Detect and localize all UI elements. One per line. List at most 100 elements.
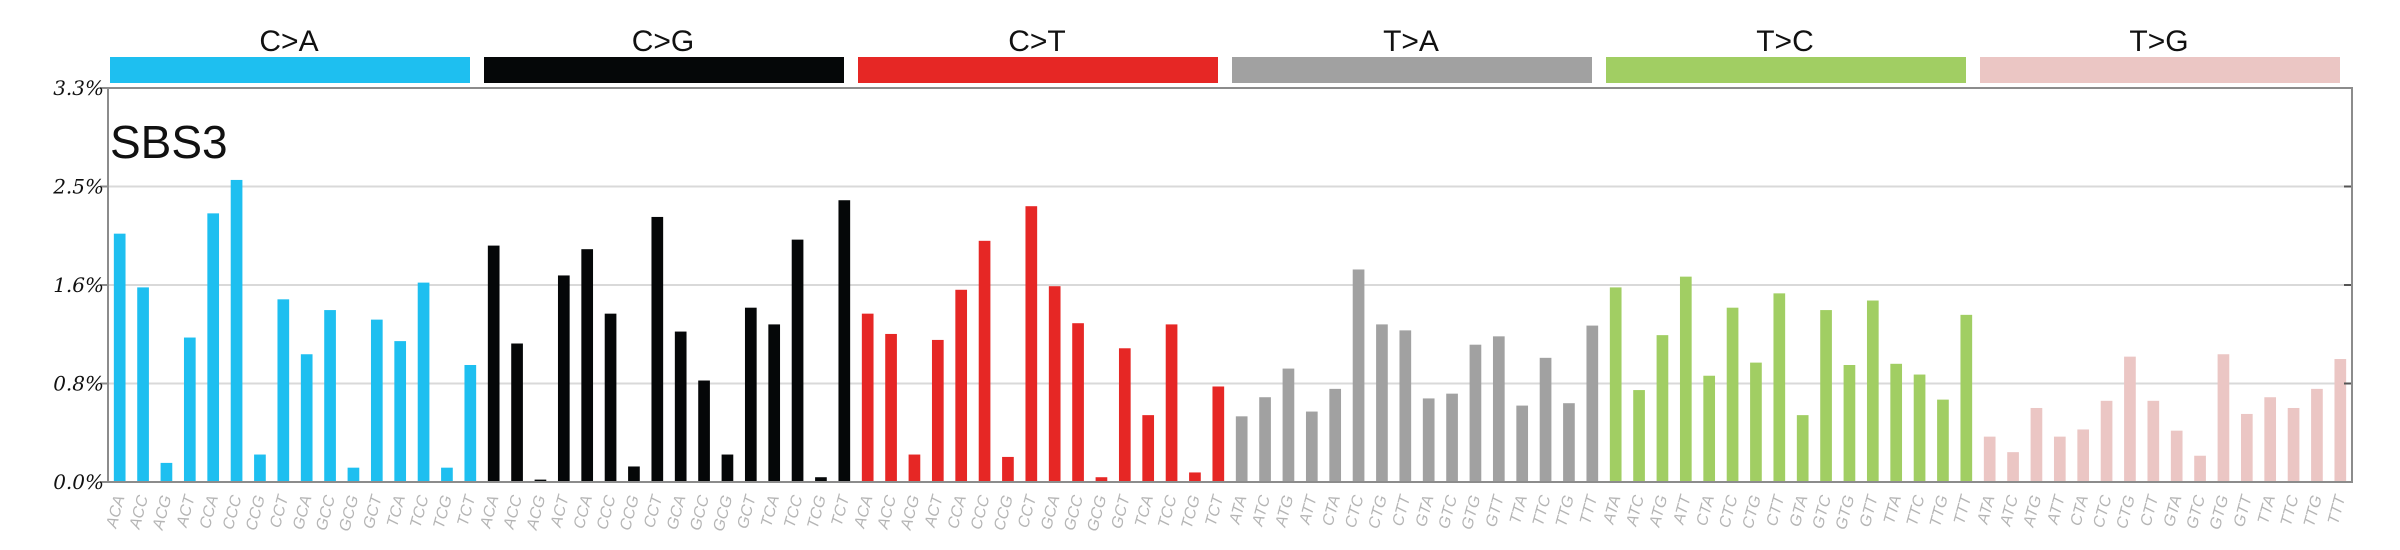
x-tick-label: GTG [2207,494,2232,532]
signature-label: SBS3 [110,116,228,168]
bar [1890,363,1903,482]
bar [1656,335,1669,482]
x-tick-label: TCA [1132,494,1157,529]
x-axis-ticks: ACAACCACGACTCCACCCCCGCCTGCAGCCGCGGCTTCAT… [103,492,2349,533]
bar [2053,436,2066,482]
bar [347,467,360,482]
x-tick-label: GCC [1061,493,1087,532]
bar [113,233,126,482]
bar [2170,430,2183,482]
x-tick-label: GCC [687,493,713,532]
x-tick-label: CTA [1320,494,1344,528]
x-tick-label: ACC [127,493,153,531]
bar [1750,362,1762,482]
x-tick-label: CTG [1740,494,1765,531]
x-tick-label: GTT [1857,492,1882,528]
band-c-to-g [484,57,844,83]
bar [183,337,196,482]
x-tick-label: GTT [1483,492,1508,528]
category-bands: C>A C>G C>T T>A T>C T>G [110,25,2340,83]
bar [1212,386,1225,482]
y-tick-label: 1.6% [53,273,104,297]
x-tick-label: TTA [2255,494,2279,526]
x-tick-label: GTG [1833,494,1858,532]
bar [1095,477,1108,482]
bar [1235,416,1248,482]
bar [370,319,383,482]
bar [1773,293,1786,482]
x-tick-label: ACA [477,494,502,531]
bar [1820,310,1832,482]
bar [1866,300,1879,482]
x-tick-label: CCC [594,493,620,531]
x-tick-label: CTG [2114,494,2139,531]
bar [2334,359,2347,482]
x-tick-label: ACT [922,492,947,529]
bar [1983,436,1996,482]
band-label: T>G [2129,25,2188,58]
bar [768,324,781,482]
x-tick-label: GCT [735,492,760,530]
x-tick-label: GTA [1413,494,1438,529]
bar [1259,397,1271,482]
bar [2217,354,2230,482]
x-tick-label: ATT [1670,492,1695,527]
bar [651,216,664,483]
bar [2030,407,2043,482]
x-tick-label: CTA [1694,494,1718,528]
x-tick-label: ACT [174,492,199,529]
bar [1937,399,1949,482]
bar [534,479,547,482]
x-tick-label: TTA [1881,494,1905,526]
bar [1516,405,1529,482]
bar [1072,323,1084,482]
x-tick-label: TCT [1203,492,1228,528]
x-tick-label: TTT [2325,492,2349,526]
bar [698,380,710,482]
bar [254,454,266,482]
x-tick-label: GCG [336,494,362,534]
x-tick-label: ATC [1623,493,1648,529]
bar [2100,400,2113,482]
x-tick-label: ACG [150,494,176,533]
bar [1352,269,1365,482]
bar [815,477,827,482]
x-tick-label: ACG [524,494,550,533]
x-tick-label: ATG [1272,494,1297,530]
x-tick-label: ATT [2044,492,2069,527]
x-tick-label: CTC [1716,493,1741,530]
bar [908,454,921,482]
x-tick-label: GTA [2161,494,2186,529]
x-tick-label: GCA [1038,494,1063,532]
bar [1142,415,1155,482]
x-tick-label: GCT [361,492,386,530]
y-tick-label: 3.3% [53,76,104,100]
x-tick-label: ATC [1997,493,2022,529]
bar [511,343,523,482]
bar [300,354,313,482]
x-tick-label: GCA [290,494,315,532]
grid-layer [108,185,2352,385]
bar [1376,324,1388,482]
bar [1118,348,1131,482]
y-tick-label: 0.8% [53,372,104,396]
bar [487,245,500,482]
x-tick-label: ACT [548,492,573,529]
band-label: C>T [1008,25,1066,58]
x-tick-label: ATT [1296,492,1321,527]
y-tick-label: 0.0% [53,470,104,494]
bar [1913,374,1926,482]
x-tick-label: ATC [1249,493,1274,529]
x-tick-label: ACC [875,493,901,531]
band-label: T>C [1756,25,1814,58]
x-tick-label: CCG [243,494,269,533]
bar [2147,400,2160,482]
bar [628,466,640,482]
x-tick-label: TTC [1904,493,1929,528]
bar [744,307,757,482]
x-tick-label: TTG [2301,494,2326,529]
bar [2124,356,2136,482]
bar [581,249,594,482]
